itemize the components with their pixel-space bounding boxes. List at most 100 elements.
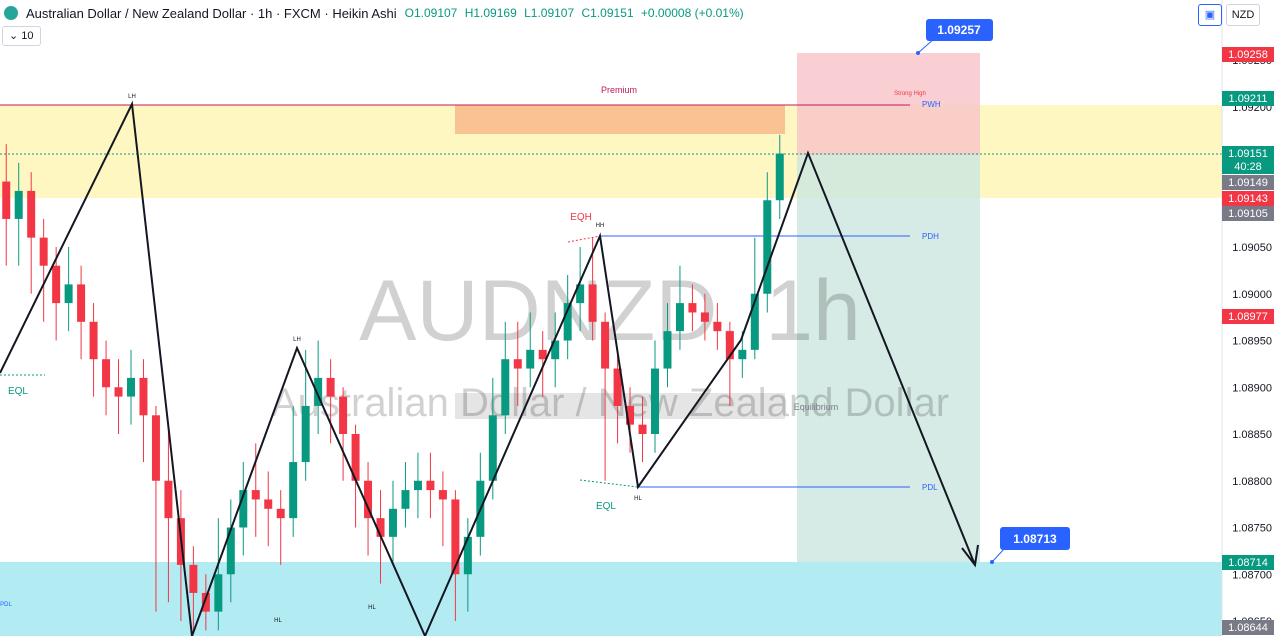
price-label-text: 1.09151 bbox=[1228, 148, 1268, 160]
candle-body[interactable] bbox=[14, 190, 23, 219]
pwh-label: PWH bbox=[922, 100, 941, 109]
candle-body[interactable] bbox=[364, 480, 373, 519]
candle-body[interactable] bbox=[214, 574, 223, 612]
candle-body[interactable] bbox=[77, 284, 86, 322]
price-label-box bbox=[1222, 309, 1274, 324]
equilibrium-label: Equilibrium bbox=[794, 402, 839, 412]
eqh-line bbox=[567, 235, 601, 243]
watermark-symbol: AUDNZD, 1h bbox=[359, 263, 861, 359]
candle-body[interactable] bbox=[52, 265, 61, 304]
candle-body[interactable] bbox=[713, 321, 722, 332]
candle-body[interactable] bbox=[675, 303, 684, 332]
candle-body[interactable] bbox=[239, 490, 248, 528]
orange-block bbox=[455, 105, 785, 134]
candle-body[interactable] bbox=[351, 434, 360, 481]
candle-body[interactable] bbox=[700, 312, 709, 322]
status-badge[interactable] bbox=[4, 6, 18, 20]
candle-body[interactable] bbox=[551, 340, 560, 360]
candle-body[interactable] bbox=[513, 359, 522, 369]
candle-body[interactable] bbox=[438, 490, 447, 500]
candle-body[interactable] bbox=[27, 190, 36, 238]
candle-body[interactable] bbox=[763, 200, 772, 294]
candle-body[interactable] bbox=[114, 387, 123, 397]
eql-mid-label: EQL bbox=[596, 501, 616, 512]
candle-body[interactable] bbox=[738, 349, 747, 360]
candle-body[interactable] bbox=[226, 527, 235, 575]
pdl-left-label: PDL bbox=[0, 602, 12, 608]
candle-body[interactable] bbox=[201, 592, 210, 612]
candle-body[interactable] bbox=[39, 237, 48, 266]
candle-body[interactable] bbox=[601, 321, 610, 369]
candle-body[interactable] bbox=[102, 359, 111, 388]
target-zone bbox=[797, 155, 980, 562]
candle-body[interactable] bbox=[538, 349, 547, 360]
candle-body[interactable] bbox=[89, 321, 98, 360]
candle-body[interactable] bbox=[326, 377, 335, 397]
currency-button[interactable]: NZD bbox=[1226, 4, 1260, 26]
candle-body[interactable] bbox=[501, 359, 510, 416]
candle-body[interactable] bbox=[264, 499, 273, 509]
candle-body[interactable] bbox=[164, 480, 173, 519]
candle-body[interactable] bbox=[64, 284, 73, 304]
ohlc-close: C1.09151 bbox=[581, 6, 634, 20]
candle-body[interactable] bbox=[2, 181, 11, 219]
price-label-text: 1.08644 bbox=[1228, 622, 1268, 634]
structure-zigzag bbox=[0, 100, 976, 636]
symbol-title[interactable]: Australian Dollar / New Zealand Dollar ·… bbox=[26, 5, 397, 21]
price-tick-label: 1.08750 bbox=[1232, 523, 1272, 535]
target-callout[interactable] bbox=[926, 19, 993, 41]
candle-body[interactable] bbox=[151, 415, 160, 481]
candle-body[interactable] bbox=[663, 331, 672, 369]
watermark-name: Australian Dollar / New Zealand Dollar bbox=[271, 381, 949, 425]
candle-body[interactable] bbox=[750, 293, 759, 350]
interval-value: 10 bbox=[21, 30, 34, 42]
candle-body[interactable] bbox=[276, 508, 285, 519]
hh-label: HH bbox=[596, 223, 605, 229]
candle-body[interactable] bbox=[775, 153, 784, 201]
price-label-text: 1.08714 bbox=[1228, 557, 1268, 569]
candle-body[interactable] bbox=[563, 303, 572, 341]
candles-group bbox=[2, 134, 784, 631]
candle-body[interactable] bbox=[488, 415, 497, 481]
candle-body[interactable] bbox=[725, 331, 734, 360]
candle-body[interactable] bbox=[289, 462, 298, 519]
ohlc-values: O1.09107 H1.09169 L1.09107 C1.09151 +0.0… bbox=[405, 6, 748, 20]
candle-body[interactable] bbox=[613, 368, 622, 406]
candle-body[interactable] bbox=[127, 377, 135, 397]
price-label-box bbox=[1222, 159, 1274, 174]
price-tick-label: 1.08900 bbox=[1232, 382, 1272, 394]
price-label-text: 1.09258 bbox=[1228, 49, 1268, 61]
interval-dropdown[interactable]: ⌄ 10 bbox=[2, 26, 41, 46]
price-tick-label: 1.08950 bbox=[1232, 336, 1272, 348]
candle-body[interactable] bbox=[576, 284, 585, 304]
candle-body[interactable] bbox=[139, 377, 148, 416]
candle-body[interactable] bbox=[463, 536, 472, 575]
candle-body[interactable] bbox=[251, 490, 260, 500]
candle-body[interactable] bbox=[451, 499, 460, 575]
candle-body[interactable] bbox=[688, 303, 697, 313]
candle-body[interactable] bbox=[401, 490, 410, 509]
candle-body[interactable] bbox=[626, 405, 635, 425]
candle-body[interactable] bbox=[376, 518, 385, 537]
candle-body[interactable] bbox=[301, 405, 310, 463]
candle-body[interactable] bbox=[588, 284, 597, 322]
candle-body[interactable] bbox=[638, 424, 647, 434]
target-callout-text: 1.09257 bbox=[937, 23, 981, 37]
premium-label: Premium bbox=[601, 85, 637, 95]
candle-body[interactable] bbox=[413, 480, 422, 491]
ohlc-open: O1.09107 bbox=[404, 6, 458, 20]
candle-body[interactable] bbox=[339, 396, 348, 434]
candle-body[interactable] bbox=[651, 368, 659, 434]
price-label-text: 1.09211 bbox=[1229, 93, 1268, 105]
candle-body[interactable] bbox=[526, 349, 535, 369]
screenshot-icon[interactable]: ▣ bbox=[1198, 4, 1222, 26]
candle-body[interactable] bbox=[189, 564, 198, 593]
stop-callout[interactable] bbox=[1000, 527, 1070, 550]
price-label-text: 1.09149 bbox=[1228, 177, 1268, 189]
projection-arrowhead bbox=[961, 544, 979, 568]
candle-body[interactable] bbox=[426, 480, 435, 491]
candle-body[interactable] bbox=[389, 508, 397, 537]
lh-label-1: LH bbox=[128, 94, 136, 100]
candle-body[interactable] bbox=[314, 377, 323, 406]
